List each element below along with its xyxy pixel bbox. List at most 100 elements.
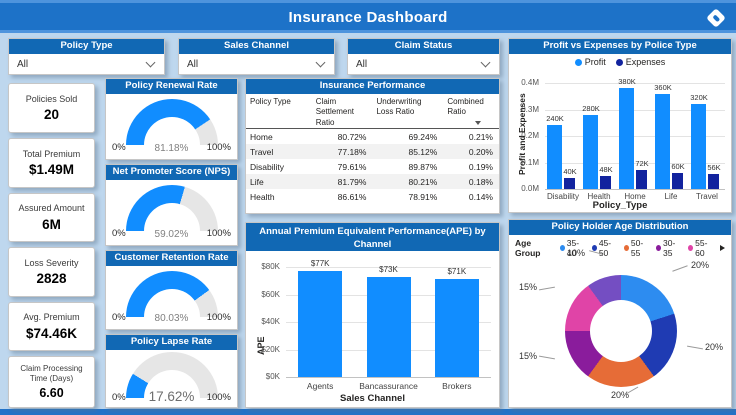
legend-dot-icon <box>655 245 662 251</box>
filter-claim-status: Claim Status All <box>347 38 500 75</box>
pve-category-label: Health <box>587 192 611 201</box>
expenses-bar[interactable] <box>600 176 611 189</box>
table-row[interactable]: Home 80.72% 69.24% 0.21% <box>246 129 499 145</box>
legend-dot-icon <box>591 245 597 251</box>
filter-policy-type: Policy Type All <box>8 38 165 75</box>
legend-label: 55-60 <box>695 238 708 258</box>
legend-scroll-right-icon[interactable] <box>720 245 725 251</box>
legend-item[interactable]: 30-35 <box>655 238 682 258</box>
pve-gridline <box>545 109 725 111</box>
callout-line <box>539 286 555 291</box>
cell-value: 81.79% <box>337 176 367 187</box>
claim-status-dropdown[interactable]: All <box>348 54 499 75</box>
filter-sales-channel: Sales Channel All <box>178 38 335 75</box>
gauge-min-label: 0% <box>112 312 126 323</box>
dropdown-value: All <box>17 59 29 70</box>
kpi-card-policies-sold[interactable]: Policies Sold 20 <box>8 83 95 133</box>
table-row[interactable]: Travel 77.18% 85.12% 0.20% <box>246 144 499 160</box>
kpi-card-total-premium[interactable]: Total Premium $1.49M <box>8 138 95 188</box>
gauge-min-label: 0% <box>112 142 126 153</box>
pve-gridline <box>545 162 725 164</box>
legend-dot-icon <box>559 245 565 251</box>
profit-bar[interactable] <box>583 114 598 189</box>
kpi-label: Claim Processing Time (Days) <box>20 364 83 383</box>
gauge-policy-renewal-rate: Policy Renewal Rate 0% 81.18% 100% <box>105 78 238 160</box>
gauge-arc[interactable] <box>125 185 218 231</box>
legend-item-expenses[interactable]: Expenses <box>615 57 666 67</box>
table-row[interactable]: Disability 79.61% 89.87% 0.19% <box>246 159 499 174</box>
kpi-card-claim-processing-time-days-[interactable]: Claim Processing Time (Days) 6.60 <box>8 356 95 408</box>
gauge-title: Policy Renewal Rate <box>106 79 237 94</box>
legend-item[interactable]: 50-55 <box>623 238 650 258</box>
kpi-label: Loss Severity <box>24 257 79 268</box>
legend-dot-icon <box>623 245 629 251</box>
cell-value: 0.20% <box>468 146 493 157</box>
slice-callout: 20% <box>705 342 724 352</box>
kpi-card-assured-amount[interactable]: Assured Amount 6M <box>8 193 95 242</box>
legend-item[interactable]: 35-40 <box>559 238 586 258</box>
table-row[interactable]: Health 86.61% 78.91% 0.14% <box>246 189 499 204</box>
profit-bar-label: 320K <box>690 93 708 103</box>
legend-label: Expenses <box>625 57 666 67</box>
expenses-bar-label: 40K <box>563 167 577 177</box>
sales-channel-dropdown[interactable]: All <box>179 54 334 75</box>
profit-expenses-panel: Profit vs Expenses by Police Type Profit… <box>508 38 732 213</box>
ape-bar[interactable] <box>366 276 411 377</box>
pve-ytick-label: 0.3M <box>521 104 539 114</box>
expenses-bar-label: 72K <box>635 158 649 168</box>
gauge-max-label: 100% <box>206 392 231 403</box>
profit-bar[interactable] <box>619 88 634 189</box>
policy-type-dropdown[interactable]: All <box>9 54 164 75</box>
expenses-bar[interactable] <box>708 174 719 189</box>
gauge-title: Policy Lapse Rate <box>106 335 237 350</box>
legend-item-profit[interactable]: Profit <box>574 57 606 67</box>
cell-value: 86.61% <box>337 191 367 202</box>
legend-item[interactable]: 45-50 <box>591 238 618 258</box>
profit-bar[interactable] <box>547 125 562 189</box>
sort-descending-icon[interactable] <box>475 120 482 125</box>
ape-bar[interactable] <box>434 279 479 377</box>
legend-label: 45-50 <box>598 238 612 258</box>
cell-policy-type: Life <box>250 176 264 187</box>
performance-table: Policy Type Claim Settlement Ratio Under… <box>246 94 499 204</box>
table-row[interactable]: Life 81.79% 80.21% 0.18% <box>246 174 499 190</box>
ape-chart-panel: Annual Premium Equivalent Performance(AP… <box>245 222 500 408</box>
kpi-label: Assured Amount <box>18 203 85 214</box>
pve-category-label: Home <box>624 192 646 201</box>
legend-label: 30-35 <box>663 238 676 258</box>
legend-item[interactable]: 55-60 <box>687 238 714 258</box>
cell-value: 0.18% <box>468 176 493 187</box>
gauge-arc[interactable] <box>125 271 218 317</box>
gauge-arc[interactable] <box>125 352 218 398</box>
slice-callout: 15% <box>519 351 538 361</box>
kpi-card-loss-severity[interactable]: Loss Severity 2828 <box>8 247 95 297</box>
profit-bar-label: 280K <box>582 103 600 113</box>
expenses-bar[interactable] <box>636 169 647 189</box>
cell-value: 85.12% <box>408 146 438 157</box>
profit-bar[interactable] <box>655 93 670 189</box>
cell-policy-type: Travel <box>250 146 274 157</box>
chart-title: Policy Holder Age Distribution <box>509 220 731 235</box>
column-header-label: Combined Ratio <box>447 97 484 117</box>
page-title: Insurance Dashboard <box>288 9 448 26</box>
kpi-value: 20 <box>43 107 60 123</box>
column-header-combined-ratio[interactable]: Combined Ratio <box>443 94 499 129</box>
expenses-bar[interactable] <box>564 178 575 189</box>
gauge-arc[interactable] <box>125 99 218 145</box>
kpi-value: $74.46K <box>25 325 78 341</box>
legend-label: Profit <box>584 57 606 67</box>
kpi-value: $1.49M <box>28 162 75 178</box>
ape-bar[interactable] <box>298 271 343 377</box>
expenses-bar-label: 60K <box>671 162 685 172</box>
profit-bar[interactable] <box>691 104 706 189</box>
column-header-policy-type[interactable]: Policy Type <box>250 97 291 106</box>
column-header-claim-settlement-ratio[interactable]: Claim Settlement Ratio <box>315 97 355 127</box>
cell-policy-type: Disability <box>250 161 285 172</box>
kpi-card-avg-premium[interactable]: Avg. Premium $74.46K <box>8 302 95 351</box>
ape-ytick-label: $60K <box>261 289 280 299</box>
ape-bar-label: $71K <box>447 267 467 277</box>
column-header-underwriting-loss-ratio[interactable]: Underwriting Loss Ratio <box>376 97 422 117</box>
expenses-dot-icon <box>615 58 623 66</box>
expenses-bar[interactable] <box>672 173 683 189</box>
callout-line <box>687 345 703 350</box>
